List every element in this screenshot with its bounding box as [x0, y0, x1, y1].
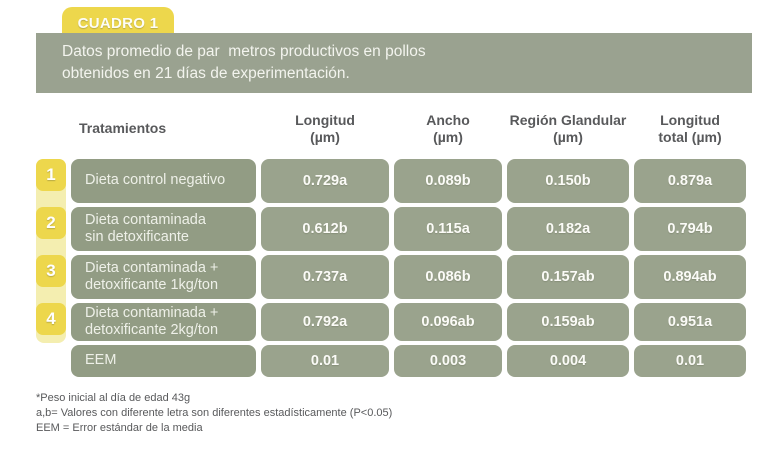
table-row: 4 Dieta contaminada + detoxificante 2kg/…: [36, 303, 752, 341]
treatment-cell: Dieta contaminada + detoxificante 1kg/to…: [71, 255, 256, 299]
footnote-line: *Peso inicial al día de edad 43g: [36, 392, 191, 404]
table-rows: 1 Dieta control negativo 0.729a 0.089b 0…: [36, 159, 752, 377]
value-cell: 0.01: [634, 345, 746, 377]
treatment-cell: EEM: [71, 345, 256, 377]
value-cell: 0.879a: [634, 159, 746, 203]
footnotes: *Peso inicial al día de edad 43g a,b= Va…: [36, 391, 392, 436]
value-cell: 0.003: [394, 345, 502, 377]
value-cell: 0.182a: [507, 207, 629, 251]
treatment-cell: Dieta contaminada sin detoxificante: [71, 207, 256, 251]
row-number-badge: 2: [36, 207, 66, 239]
value-cell: 0.159ab: [507, 303, 629, 341]
column-header-ancho: Ancho (µm): [426, 111, 470, 146]
column-header-region-glandular: Región Glandular (µm): [509, 111, 627, 146]
treatment-cell: Dieta contaminada + detoxificante 2kg/to…: [71, 303, 256, 341]
value-cell: 0.737a: [261, 255, 389, 299]
data-table: Tratamientos Longitud (µm) Ancho (µm) Re…: [36, 105, 752, 381]
value-cell: 0.951a: [634, 303, 746, 341]
table-title-label: CUADRO 1: [77, 15, 159, 32]
treatment-cell: Dieta control negativo: [71, 159, 256, 203]
footnote-line: a,b= Valores con diferente letra son dif…: [36, 407, 393, 419]
table-subtitle-bar: Datos promedio de par metros productivos…: [36, 33, 752, 93]
row-number-badge: 1: [36, 159, 66, 191]
footnote-line: EEM = Error estándar de la media: [36, 422, 203, 434]
value-cell: 0.115a: [394, 207, 502, 251]
table-row: 3 Dieta contaminada + detoxificante 1kg/…: [36, 255, 752, 299]
value-cell: 0.792a: [261, 303, 389, 341]
value-cell: 0.096ab: [394, 303, 502, 341]
value-cell: 0.086b: [394, 255, 502, 299]
value-cell: 0.794b: [634, 207, 746, 251]
column-header-longitud: Longitud (µm): [295, 111, 355, 146]
value-cell: 0.150b: [507, 159, 629, 203]
table-row: 1 Dieta control negativo 0.729a 0.089b 0…: [36, 159, 752, 203]
value-cell: 0.01: [261, 345, 389, 377]
table-row: 2 Dieta contaminada sin detoxificante 0.…: [36, 207, 752, 251]
table-header-row: Tratamientos Longitud (µm) Ancho (µm) Re…: [36, 105, 752, 153]
value-cell: 0.729a: [261, 159, 389, 203]
table-subtitle-text: Datos promedio de par metros productivos…: [62, 42, 426, 82]
value-cell: 0.612b: [261, 207, 389, 251]
value-cell: 0.157ab: [507, 255, 629, 299]
row-number-badge: 3: [36, 255, 66, 287]
row-number-badge: 4: [36, 303, 66, 335]
value-cell: 0.004: [507, 345, 629, 377]
table-row: EEM 0.01 0.003 0.004 0.01: [36, 345, 752, 377]
column-header-longitud-total: Longitud total (µm): [658, 111, 722, 146]
value-cell: 0.089b: [394, 159, 502, 203]
value-cell: 0.894ab: [634, 255, 746, 299]
column-header-tratamientos: Tratamientos: [79, 120, 167, 137]
